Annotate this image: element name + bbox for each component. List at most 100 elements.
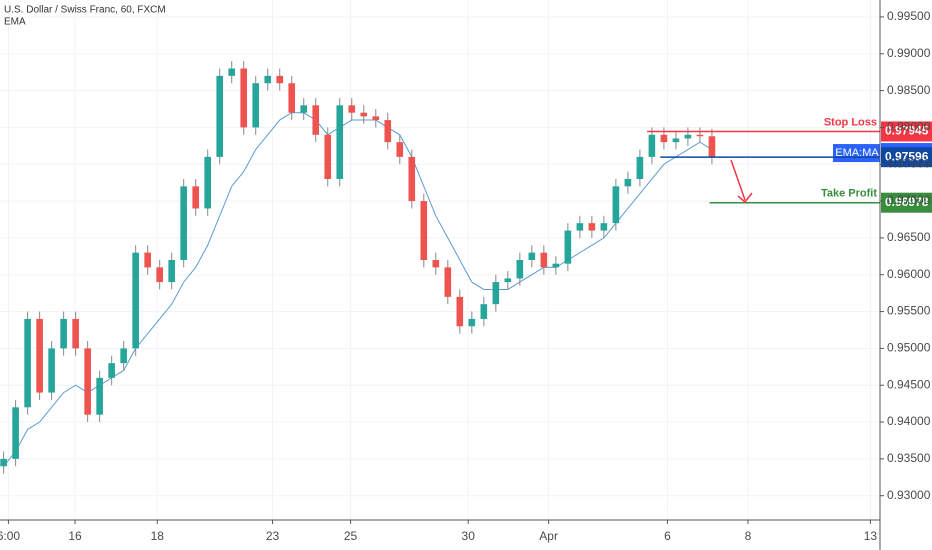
x-tick-label: 18 bbox=[151, 529, 165, 543]
y-tick-label: 0.98000 bbox=[887, 120, 931, 134]
candle-body bbox=[48, 348, 55, 393]
level-name: Take Profit bbox=[821, 188, 877, 200]
ema-layer bbox=[3, 112, 713, 467]
candle-body bbox=[612, 186, 620, 224]
candle-body bbox=[0, 458, 7, 467]
candle-body bbox=[324, 134, 332, 179]
candle-body bbox=[12, 407, 19, 459]
candle-body bbox=[600, 223, 608, 231]
candle-body bbox=[540, 252, 548, 268]
candle-body bbox=[36, 318, 43, 393]
y-tick-label: 0.93000 bbox=[887, 488, 931, 502]
y-tick-label: 0.96500 bbox=[887, 230, 931, 244]
price-label: 0.97945 bbox=[885, 124, 929, 138]
levels: Stop Loss0.97945EMA:MA0.976520.97596Take… bbox=[647, 116, 932, 213]
candle-body bbox=[516, 260, 524, 279]
x-tick-label: 8 bbox=[745, 529, 752, 543]
candle-body bbox=[120, 348, 127, 364]
candle-body bbox=[264, 75, 272, 84]
y-tick-label: 0.99000 bbox=[887, 46, 931, 60]
x-tick-label: Apr bbox=[539, 529, 558, 543]
candle-body bbox=[432, 260, 440, 268]
candle-body bbox=[108, 363, 115, 378]
candle-body bbox=[672, 138, 680, 143]
y-tick-label: 0.96000 bbox=[887, 267, 931, 281]
candle-body bbox=[360, 112, 368, 117]
price-label: 0.96978 bbox=[885, 195, 929, 209]
arrow bbox=[730, 159, 753, 204]
x-tick-label: 16 bbox=[68, 529, 82, 543]
x-tick-label: 30 bbox=[462, 529, 476, 543]
candle-body bbox=[552, 263, 560, 268]
y-tick-label: 0.94000 bbox=[887, 414, 931, 428]
candle-body bbox=[300, 105, 308, 113]
candle-body bbox=[468, 318, 476, 327]
candle-body bbox=[192, 186, 199, 209]
candle-body bbox=[168, 260, 175, 283]
indicator-label: EMA bbox=[4, 17, 26, 28]
candle-body bbox=[252, 83, 260, 128]
ema-line bbox=[3, 112, 713, 467]
candle-body bbox=[228, 68, 236, 76]
candle-body bbox=[528, 252, 536, 260]
axes: 0.93000 0.93500 0.94000 0.94500 0.95000 0.955… bbox=[0, 9, 931, 543]
price-label-box bbox=[881, 121, 932, 142]
y-tick-label: 0.99500 bbox=[887, 9, 931, 23]
price-label: 0.97596 bbox=[885, 149, 929, 163]
y-tick-label: 0.97000 bbox=[887, 193, 931, 207]
candle-body bbox=[708, 136, 716, 157]
candle-body bbox=[648, 134, 656, 157]
candle-body bbox=[276, 75, 284, 84]
candle-body bbox=[156, 267, 163, 283]
candle-body bbox=[624, 178, 632, 187]
x-tick-label: 25 bbox=[344, 529, 358, 543]
candle-body bbox=[72, 318, 79, 349]
chart-title: U.S. Dollar / Swiss Franc, 60, FXCM bbox=[4, 5, 166, 16]
candle-body bbox=[636, 156, 644, 179]
candle-body bbox=[372, 116, 380, 121]
grid bbox=[0, 0, 880, 520]
price-label-box bbox=[881, 147, 932, 168]
candle-body bbox=[288, 83, 296, 113]
candle-body bbox=[348, 105, 356, 113]
candle-body bbox=[576, 223, 584, 231]
level-name: Stop Loss bbox=[824, 116, 877, 128]
y-tick-label: 0.93500 bbox=[887, 451, 931, 465]
candle-body bbox=[444, 267, 452, 297]
candle-body bbox=[180, 186, 187, 260]
candle-body bbox=[312, 105, 320, 135]
y-tick-label: 0.95000 bbox=[887, 341, 931, 355]
candle-body bbox=[456, 296, 464, 327]
candle-body bbox=[396, 142, 404, 157]
candle-body bbox=[240, 68, 248, 128]
candle-body bbox=[132, 252, 139, 349]
candle-body bbox=[588, 223, 596, 231]
candle-body bbox=[144, 252, 151, 268]
price-label-box bbox=[881, 192, 932, 213]
candle-body bbox=[84, 348, 91, 415]
x-tick-label: 6 bbox=[664, 529, 671, 543]
candle-body bbox=[684, 134, 692, 139]
candle-body bbox=[336, 105, 344, 179]
y-tick-label: 0.94500 bbox=[887, 377, 931, 391]
candles bbox=[0, 61, 716, 474]
x-tick-label: 13 bbox=[864, 529, 878, 543]
y-tick-label: 0.95500 bbox=[887, 304, 931, 318]
candle-body bbox=[480, 304, 488, 319]
candle-body bbox=[408, 156, 416, 202]
candle-body bbox=[60, 318, 67, 349]
candle-body bbox=[96, 377, 103, 415]
candle-body bbox=[504, 278, 512, 283]
level-name: EMA:MA bbox=[835, 147, 879, 159]
y-tick-label: 0.98500 bbox=[887, 83, 931, 97]
candle-body bbox=[660, 134, 668, 143]
candle-body bbox=[24, 318, 31, 408]
x-tick-label: 6:00 bbox=[0, 529, 20, 543]
candle-body bbox=[204, 156, 211, 209]
candle-body bbox=[492, 282, 500, 305]
x-tick-label: 23 bbox=[266, 529, 280, 543]
candle-body bbox=[420, 201, 428, 260]
y-tick-label: 0.97500 bbox=[887, 156, 931, 170]
candle-body bbox=[216, 75, 224, 157]
